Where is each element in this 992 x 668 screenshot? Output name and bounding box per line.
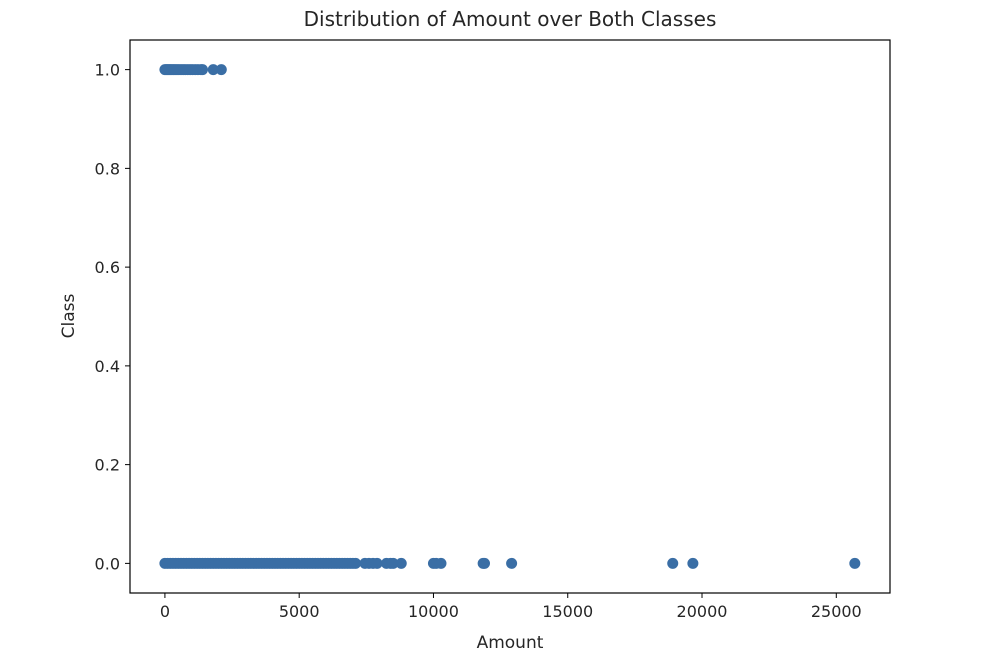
data-point [506,557,518,569]
data-point [687,557,699,569]
y-tick-label: 1.0 [95,61,120,80]
data-point [395,557,407,569]
x-tick-label: 25000 [811,602,862,621]
data-points [159,64,861,569]
y-tick-label: 0.0 [95,554,120,573]
chart-title: Distribution of Amount over Both Classes [304,7,717,31]
y-axis-label: Class [59,293,79,338]
x-tick-label: 5000 [279,602,320,621]
data-point [371,557,383,569]
data-point [387,557,399,569]
x-tick-label: 15000 [542,602,593,621]
data-point [350,557,362,569]
y-tick-label: 0.2 [95,456,120,475]
data-point [478,557,490,569]
data-point [849,557,861,569]
data-point [667,557,679,569]
x-tick-label: 10000 [408,602,459,621]
plot-frame [129,39,891,594]
x-axis-ticks: 0 5000 10000 15000 20000 25000 [160,593,862,621]
x-tick-label: 20000 [677,602,728,621]
data-point [215,64,227,76]
data-point [207,64,219,76]
x-axis-label: Amount [477,633,544,653]
data-point [197,64,209,76]
y-tick-label: 0.8 [95,159,120,178]
y-axis-ticks: 0.0 0.2 0.4 0.6 0.8 1.0 [95,61,130,573]
y-tick-label: 0.4 [95,357,120,376]
x-tick-label: 0 [160,602,170,621]
data-point [435,557,447,569]
y-tick-label: 0.6 [95,258,120,277]
